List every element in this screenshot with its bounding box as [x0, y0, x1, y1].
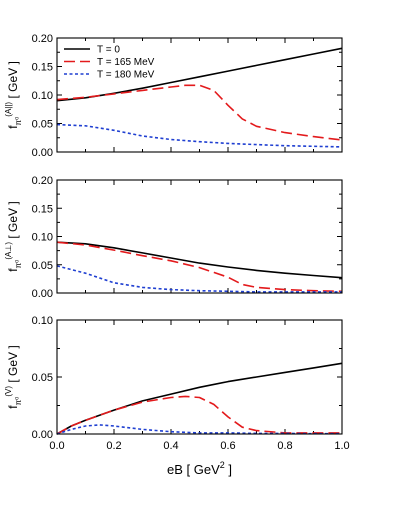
x-label-tail: ]: [225, 462, 232, 477]
x-tick-label: 0.0: [49, 440, 64, 452]
series-line-T-0: [56, 362, 343, 435]
y-tick-label: 0.00: [32, 288, 53, 300]
y-label-main: f: [6, 405, 20, 409]
y-tick-label: 0.20: [32, 175, 53, 187]
y-axis-label: fπ⁰(A⊥) [ GeV ]: [4, 201, 23, 271]
y-label-sup: (V): [4, 386, 13, 397]
y-axis-label: fπ⁰(V) [ GeV ]: [4, 345, 23, 408]
x-tick-label: 1.0: [334, 440, 349, 452]
x-axis-label: eB [ GeV2 ]: [167, 460, 232, 477]
legend-label: T = 180 MeV: [97, 70, 155, 81]
plot-frame: [56, 319, 343, 435]
y-tick-label: 0.10: [32, 90, 53, 102]
series-line-T-180: [56, 123, 343, 148]
y-tick-label: 0.00: [32, 147, 53, 159]
legend-label: T = 0: [97, 45, 120, 56]
y-label-unit: [ GeV ]: [6, 61, 20, 102]
y-label-sub: π⁰: [14, 397, 23, 406]
y-tick-label: 0.00: [32, 429, 53, 441]
series-line-T-0: [56, 241, 343, 279]
y-tick-label: 0.05: [32, 260, 53, 272]
legend-label: T = 165 MeV: [97, 57, 155, 68]
x-tick-label: 0.8: [277, 440, 292, 452]
y-label-sub: π⁰: [14, 260, 23, 269]
x-tick-label: 0.2: [106, 440, 121, 452]
panel-middle: 0.00 0.05 0.10 0.15 0.20 fπ⁰(A⊥) [ GeV ]: [4, 175, 343, 300]
y-label-main: f: [6, 268, 20, 272]
y-axis-label: fπ⁰(A||) [ GeV ]: [4, 61, 23, 129]
series-line-T-165: [56, 395, 342, 435]
y-label-unit: [ GeV ]: [6, 345, 20, 386]
series-line-T-180: [56, 265, 342, 293]
y-tick-label: 0.10: [32, 315, 53, 327]
x-tick-label: 0.6: [220, 440, 235, 452]
y-tick-label: 0.20: [32, 33, 53, 45]
x-tick-label: 0.4: [163, 440, 178, 452]
plot-frame: [56, 37, 343, 153]
plot-frame: [56, 179, 343, 294]
y-label-sup: (A||): [4, 102, 13, 117]
series-line-T-0: [56, 47, 343, 102]
panel-top: 0.00 0.05 0.10 0.15 0.20 fπ⁰(A||) [ GeV ] T = …: [4, 33, 343, 159]
y-label-unit: [ GeV ]: [6, 201, 20, 242]
series-line-T-165: [56, 241, 343, 293]
y-tick-label: 0.05: [32, 119, 53, 131]
x-label-sup: 2: [220, 460, 225, 470]
y-tick-label: 0.15: [32, 62, 53, 74]
y-label-sub: π⁰: [14, 117, 23, 126]
y-tick-label: 0.10: [32, 232, 53, 244]
x-label-main: eB [ GeV: [167, 462, 220, 477]
y-tick-label: 0.05: [32, 372, 53, 384]
legend: T = 0T = 165 MeV T = 180 MeV: [64, 45, 155, 81]
y-label-sup: (A⊥): [4, 242, 13, 260]
y-tick-label: 0.15: [32, 203, 53, 215]
panel-bottom: 0.00 0.05 0.10 0.0 0.2 0.4 0.6 0.8 1.0 fπ⁰(V) [ G…: [4, 315, 350, 477]
series-line-T-180: [56, 424, 342, 435]
y-label-main: f: [6, 125, 20, 129]
series-line-T-165: [56, 84, 343, 141]
